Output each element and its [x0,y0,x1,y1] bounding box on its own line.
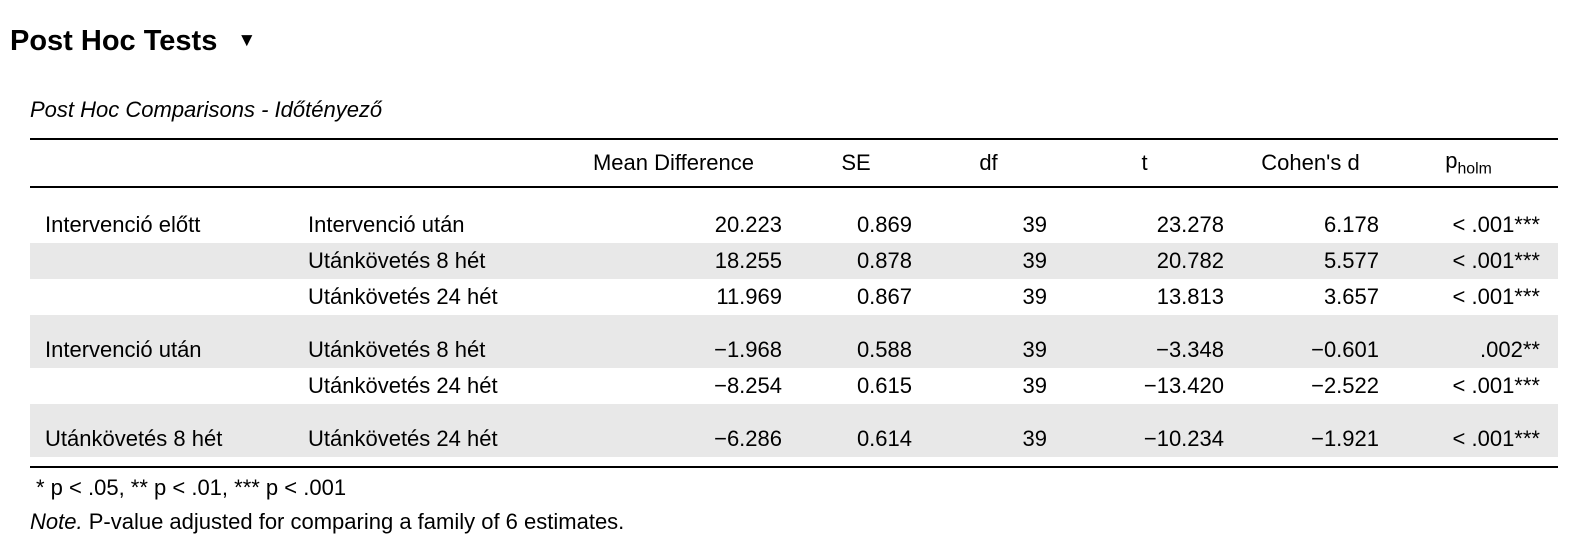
t-cell: 20.782 [1065,243,1242,279]
df-cell: 39 [1022,212,1047,237]
cohens-d-cell: −1.921 [1242,404,1397,457]
note-text: P-value adjusted for comparing a family … [82,509,625,534]
comparison-target-cell: Utánkövetés 24 hét [308,373,498,398]
se-cell: 0.614 [800,404,930,457]
se-cell: 0.869 [856,212,912,237]
table-row: Intervenció előtt Intervenció után 20.22… [30,187,1558,243]
mean-difference-cell: −8.254 [714,373,782,398]
table-caption: Post Hoc Comparisons - Időtényező [30,97,383,122]
comparison-group-cell: Utánkövetés 8 hét [30,404,300,457]
comparison-target-cell: Utánkövetés 24 hét [308,284,498,309]
se-cell: 0.878 [800,243,930,279]
p-holm-cell: < .001*** [1452,284,1540,309]
table-row: Intervenció után Utánkövetés 8 hét −1.96… [30,315,1558,368]
se-cell: 0.588 [800,315,930,368]
header-row: Mean Difference SE df t Cohen's d pholm [30,138,1558,188]
t-cell: −3.348 [1065,315,1242,368]
p-holm-cell: .002** [1397,315,1558,368]
cohens-d-cell: 3.657 [1323,284,1379,309]
mean-difference-cell: 20.223 [714,212,782,237]
collapse-triangle-icon[interactable]: ▼ [237,30,257,51]
p-holm-cell: < .001*** [1452,212,1540,237]
t-cell: −10.234 [1065,404,1242,457]
comparison-group-cell: Intervenció előtt [45,212,201,237]
df-cell: 39 [930,243,1065,279]
table-row: Utánkövetés 8 hét 18.255 0.878 39 20.782… [30,243,1558,279]
mean-difference-cell: 11.969 [716,284,782,309]
empty-header-cell [30,138,300,188]
note-footnote: Note. P-value adjusted for comparing a f… [30,510,1594,534]
comparison-group-cell: Intervenció után [30,315,300,368]
cohens-d-cell: −2.522 [1311,373,1379,398]
p-holm-cell: < .001*** [1452,373,1540,398]
posthoc-table-container: Mean Difference SE df t Cohen's d pholm … [30,138,1558,468]
mean-difference-cell: −6.286 [565,404,800,457]
df-cell: 39 [930,404,1065,457]
table-row: Utánkövetés 24 hét −8.254 0.615 39 −13.4… [30,368,1558,404]
comparison-target-cell: Utánkövetés 8 hét [300,243,565,279]
df-cell: 39 [930,315,1065,368]
t-header: t [1065,138,1242,188]
mean-difference-cell: −1.968 [565,315,800,368]
comparison-target-cell: Intervenció után [308,212,465,237]
se-cell: 0.867 [856,284,912,309]
significance-footnote: * p < .05, ** p < .01, *** p < .001 [36,475,347,500]
p-holm-header: pholm [1397,138,1558,188]
df-cell: 39 [1022,284,1047,309]
p-label: p [1445,147,1458,173]
p-subscript: holm [1457,160,1492,178]
comparison-group-cell [30,243,300,279]
comparison-group-cell [30,368,300,404]
t-cell: 13.813 [1156,284,1224,309]
cohens-d-cell: −0.601 [1242,315,1397,368]
p-holm-cell: < .001*** [1397,404,1558,457]
cohens-d-cell: 5.577 [1242,243,1397,279]
comparison-target-cell: Utánkövetés 8 hét [300,315,565,368]
cohens-d-header: Cohen's d [1242,138,1397,188]
comparison-group-cell [30,279,300,315]
t-cell: 23.278 [1156,212,1224,237]
se-cell: 0.615 [856,373,912,398]
comparison-target-cell: Utánkövetés 24 hét [300,404,565,457]
df-cell: 39 [1022,373,1047,398]
mean-difference-header: Mean Difference [565,138,800,188]
table-row: Utánkövetés 8 hét Utánkövetés 24 hét −6.… [30,404,1558,457]
section-title-label: Post Hoc Tests [10,25,218,57]
t-cell: −13.420 [1143,373,1224,398]
table-row: Utánkövetés 24 hét 11.969 0.867 39 13.81… [30,279,1558,315]
empty-header-cell [300,138,565,188]
mean-difference-cell: 18.255 [565,243,800,279]
posthoc-comparisons-table: Mean Difference SE df t Cohen's d pholm … [30,138,1558,457]
se-header: SE [800,138,930,188]
posthoc-section-header[interactable]: Post Hoc Tests ▼ [10,26,1594,56]
cohens-d-cell: 6.178 [1323,212,1379,237]
note-label: Note. [30,509,83,534]
df-header: df [930,138,1065,188]
p-holm-cell: < .001*** [1397,243,1558,279]
jasp-results-page: { "header": { "title": "Post Hoc Tests",… [0,26,1594,556]
